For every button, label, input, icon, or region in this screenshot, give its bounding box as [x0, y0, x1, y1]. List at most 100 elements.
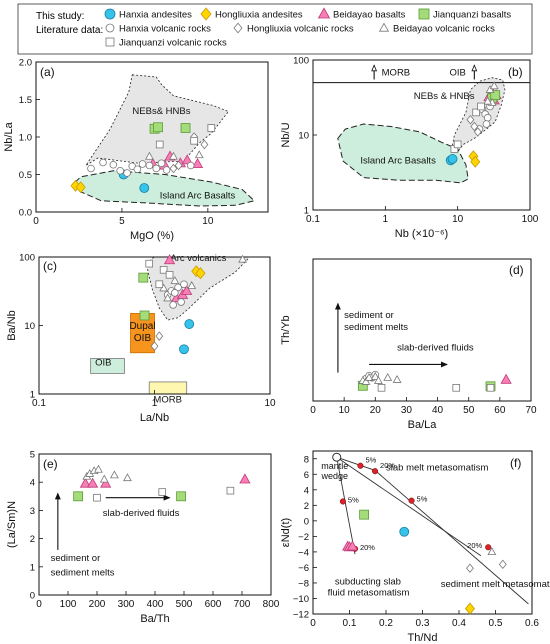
y-tick-label: 8: [304, 454, 309, 465]
series-hongliuxia-this: [70, 179, 86, 194]
ticks: 0 0.1 0.2 0.3 0.4 0.5 0.6 −12 −10 −8 −6 −4 −2 0 2 4 6 8: [293, 454, 540, 629]
panel-label: (d): [509, 263, 524, 277]
data-point: [483, 96, 493, 105]
x-tick-label: 600: [205, 599, 222, 610]
x-axis-label: Th/Nd: [408, 632, 438, 644]
series-beidayao-lit: [483, 81, 499, 106]
legend-item-jianquanzi-this: Jianquanzi basalts: [418, 8, 511, 21]
melt-fraction-point: [357, 462, 364, 469]
data-point: [87, 164, 95, 173]
data-point: [373, 375, 383, 384]
x-tick-label: 50: [463, 405, 475, 416]
series-jianquanzi-lit: [450, 102, 485, 153]
data-point: [490, 90, 501, 101]
data-point: [207, 124, 216, 132]
arrow-head-icon: [54, 492, 61, 500]
x-tick-label: 0: [33, 216, 39, 227]
legend-item-hongliuxia-lit: Hongliuxia volcanic rocks: [233, 22, 354, 35]
data-point: [100, 477, 112, 488]
data-point: [169, 163, 178, 174]
y-tick-label: −12: [293, 610, 309, 621]
x-tick-label: 60: [494, 405, 506, 416]
legend-label: Beidayao volcanic rocks: [393, 24, 495, 35]
data-point: [170, 276, 180, 284]
data-point: [190, 136, 198, 145]
y-tick-label: −6: [298, 563, 309, 574]
annotation: sediment or: [344, 310, 394, 321]
data-point: [179, 344, 189, 355]
data-point: [187, 281, 197, 289]
data-point: [123, 169, 131, 177]
panel-label: (b): [508, 65, 523, 79]
series-jianquanzi-lit: [145, 259, 174, 289]
data-point: [466, 563, 474, 573]
data-point: [94, 464, 103, 473]
y-tick-label: 3: [30, 506, 35, 517]
y-tick-label: 10: [24, 321, 35, 332]
x-tick-label: 300: [118, 599, 135, 610]
data-point: [186, 161, 195, 170]
data-point: [473, 127, 482, 137]
data-point: [239, 473, 251, 484]
data-point: [162, 166, 171, 174]
data-point: [470, 121, 479, 132]
panel-label: (e): [43, 457, 58, 471]
series-hanxia-lit: [87, 158, 195, 177]
green-field: [73, 170, 255, 207]
diamond-icon: [200, 7, 212, 21]
x-tick-label: 0.1: [306, 214, 320, 225]
data-point: [191, 158, 204, 169]
data-point: [226, 486, 235, 495]
legend-item-hongliuxia-this: Hongliuxia andesites: [200, 7, 303, 21]
series-jianquanzi-lit: [155, 124, 216, 149]
field-label: MORB: [153, 395, 182, 406]
data-point: [144, 151, 154, 160]
data-point: [364, 372, 374, 381]
data-point: [75, 181, 86, 194]
series-jianquanzi-this: [149, 122, 191, 134]
x-tick-label: 30: [401, 405, 413, 416]
data-point: [180, 123, 191, 133]
y-tick-label: −4: [298, 547, 309, 558]
data-point: [109, 470, 119, 479]
arrow-head-icon: [163, 494, 171, 501]
x-tick-label: 1: [152, 398, 158, 409]
field-label: NEBs& HNBs: [132, 106, 190, 117]
x-tick-label: 70: [525, 405, 537, 416]
data-point: [176, 491, 187, 502]
series-hongliuxia-this: [468, 150, 481, 168]
panel-label: (c): [43, 259, 57, 273]
mixing-line: [336, 457, 356, 555]
data-point: [159, 266, 168, 274]
melt-fraction-point: [408, 497, 415, 504]
field-label: NEBs & HNBs: [414, 91, 475, 102]
series-beidayao-this: [342, 540, 359, 552]
data-point: [180, 280, 188, 289]
x-tick-label: 40: [432, 405, 444, 416]
data-point: [174, 283, 182, 292]
data-point: [123, 473, 132, 482]
series-beidayao-lit: [159, 254, 248, 302]
legend-item-hanxia-this: Hanxia andesites: [104, 8, 192, 21]
data-point: [163, 293, 173, 302]
y-tick-label: 1.0: [19, 133, 32, 144]
melt-fraction-point: [372, 468, 379, 475]
series-beidayao-lit: [82, 464, 132, 483]
data-point: [181, 284, 193, 295]
arrow-head-icon: [371, 64, 378, 72]
data-point: [184, 319, 195, 329]
y-tick-label: 4: [30, 478, 35, 489]
data-point: [470, 155, 481, 168]
y-tick-label: 100: [293, 56, 309, 67]
data-point: [194, 150, 204, 159]
triangle-icon: [378, 22, 390, 32]
legend-item-jianquanzi-lit: Jianquanzi volcanic rocks: [105, 38, 227, 49]
data-point: [466, 114, 475, 125]
x-axis-label: Nb (×10⁻⁶): [395, 228, 448, 240]
diamond-icon: [233, 22, 243, 34]
